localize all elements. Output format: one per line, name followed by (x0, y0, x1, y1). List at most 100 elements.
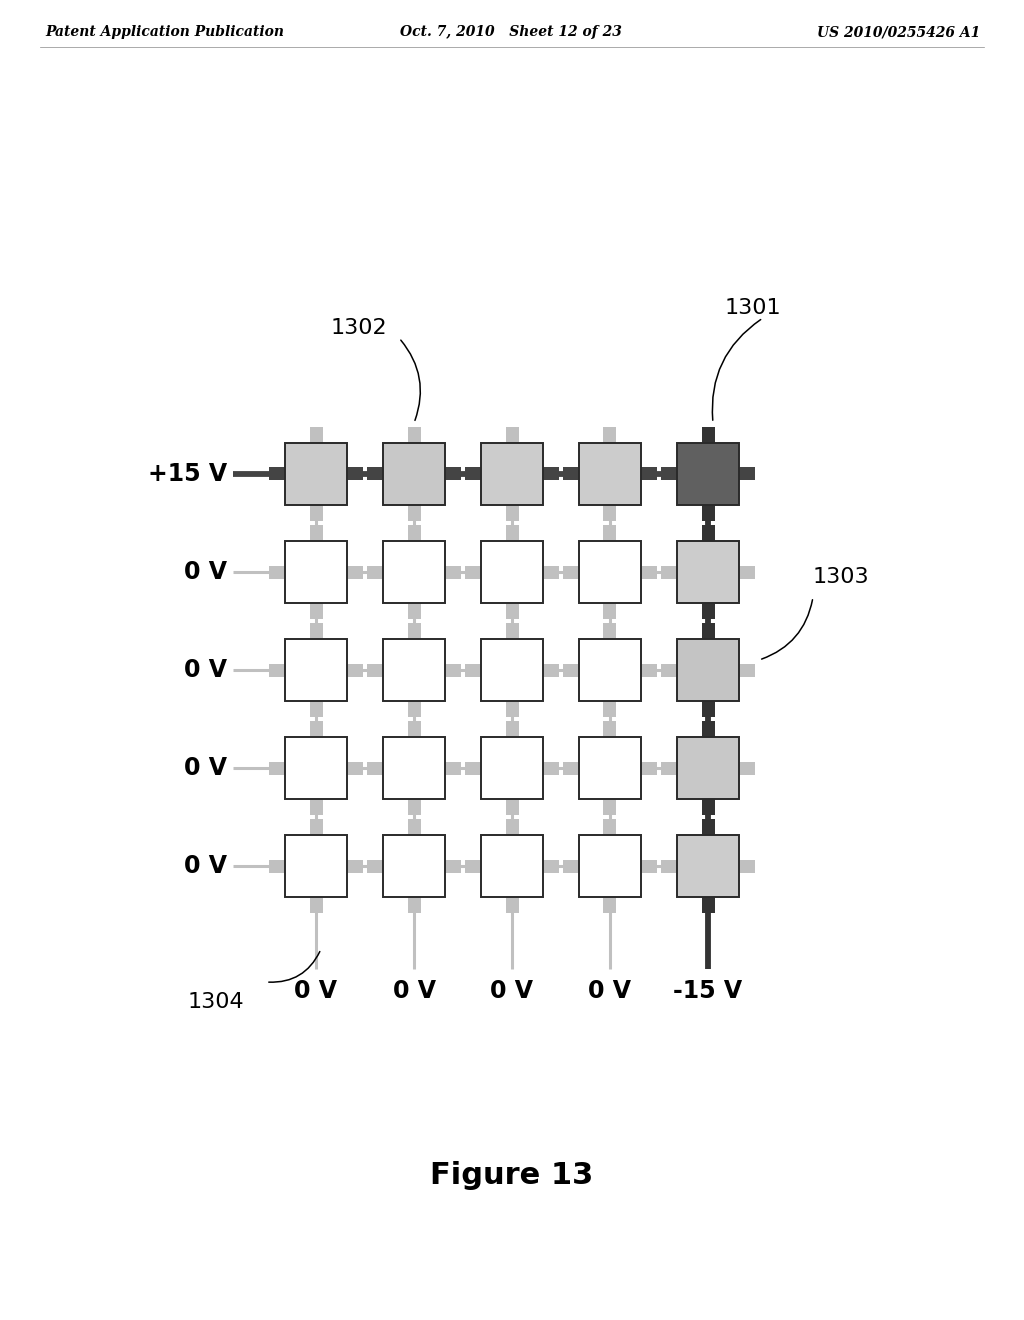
Bar (383, 444, 445, 506)
Text: 0 V: 0 V (490, 979, 534, 1003)
Bar (408, 426, 421, 444)
Bar (347, 565, 362, 578)
Bar (506, 623, 518, 639)
Bar (641, 467, 657, 480)
Bar (269, 762, 285, 775)
Bar (408, 623, 421, 639)
Bar (408, 701, 421, 717)
Bar (309, 701, 323, 717)
Bar (285, 444, 347, 506)
Bar (701, 898, 715, 913)
Bar (662, 664, 677, 676)
Bar (383, 737, 445, 799)
Bar (367, 859, 383, 873)
Bar (481, 836, 543, 898)
Bar (662, 762, 677, 775)
Bar (465, 467, 481, 480)
Bar (701, 525, 715, 541)
Bar (603, 506, 616, 521)
Bar (701, 506, 715, 521)
Bar (563, 467, 579, 480)
Text: Oct. 7, 2010   Sheet 12 of 23: Oct. 7, 2010 Sheet 12 of 23 (400, 25, 622, 40)
Bar (739, 664, 755, 676)
Bar (641, 664, 657, 676)
Bar (465, 664, 481, 676)
Bar (579, 836, 641, 898)
Bar (701, 721, 715, 737)
Bar (309, 623, 323, 639)
Bar (481, 737, 543, 799)
Bar (285, 836, 347, 898)
Text: +15 V: +15 V (147, 462, 227, 486)
Bar (677, 836, 739, 898)
Bar (408, 818, 421, 836)
Bar (563, 762, 579, 775)
Bar (579, 639, 641, 701)
Bar (506, 426, 518, 444)
Text: 1304: 1304 (187, 993, 245, 1012)
Bar (662, 859, 677, 873)
Bar (662, 565, 677, 578)
Text: US 2010/0255426 A1: US 2010/0255426 A1 (817, 25, 980, 40)
Bar (481, 639, 543, 701)
Bar (383, 639, 445, 701)
Bar (677, 737, 739, 799)
Text: 0 V: 0 V (392, 979, 435, 1003)
Bar (445, 565, 461, 578)
Bar (309, 603, 323, 619)
Bar (269, 664, 285, 676)
Bar (309, 426, 323, 444)
Bar (465, 565, 481, 578)
Bar (465, 762, 481, 775)
Bar (309, 721, 323, 737)
Bar (739, 565, 755, 578)
Bar (603, 721, 616, 737)
Bar (662, 467, 677, 480)
Bar (285, 639, 347, 701)
Bar (543, 664, 559, 676)
Bar (347, 664, 362, 676)
Bar (603, 525, 616, 541)
Bar (285, 737, 347, 799)
Bar (367, 467, 383, 480)
Bar (269, 467, 285, 480)
Bar (579, 737, 641, 799)
Bar (677, 541, 739, 603)
Bar (408, 603, 421, 619)
Bar (269, 859, 285, 873)
Bar (445, 859, 461, 873)
Bar (383, 836, 445, 898)
Bar (408, 721, 421, 737)
Bar (739, 859, 755, 873)
Text: Figure 13: Figure 13 (430, 1160, 594, 1189)
Bar (603, 818, 616, 836)
Bar (506, 506, 518, 521)
Bar (367, 664, 383, 676)
Bar (603, 603, 616, 619)
Bar (701, 426, 715, 444)
Text: 0 V: 0 V (184, 560, 227, 583)
Bar (677, 639, 739, 701)
Bar (543, 762, 559, 775)
Text: 1301: 1301 (725, 298, 781, 318)
Bar (701, 818, 715, 836)
Bar (408, 525, 421, 541)
Bar (347, 467, 362, 480)
Bar (408, 506, 421, 521)
Bar (641, 565, 657, 578)
Text: Patent Application Publication: Patent Application Publication (45, 25, 284, 40)
Text: 0 V: 0 V (295, 979, 338, 1003)
Bar (465, 859, 481, 873)
Bar (285, 541, 347, 603)
Bar (543, 467, 559, 480)
Bar (563, 565, 579, 578)
Bar (563, 664, 579, 676)
Bar (579, 444, 641, 506)
Text: 1303: 1303 (813, 568, 869, 587)
Bar (603, 623, 616, 639)
Bar (506, 721, 518, 737)
Bar (347, 859, 362, 873)
Bar (445, 762, 461, 775)
Bar (481, 541, 543, 603)
Bar (701, 623, 715, 639)
